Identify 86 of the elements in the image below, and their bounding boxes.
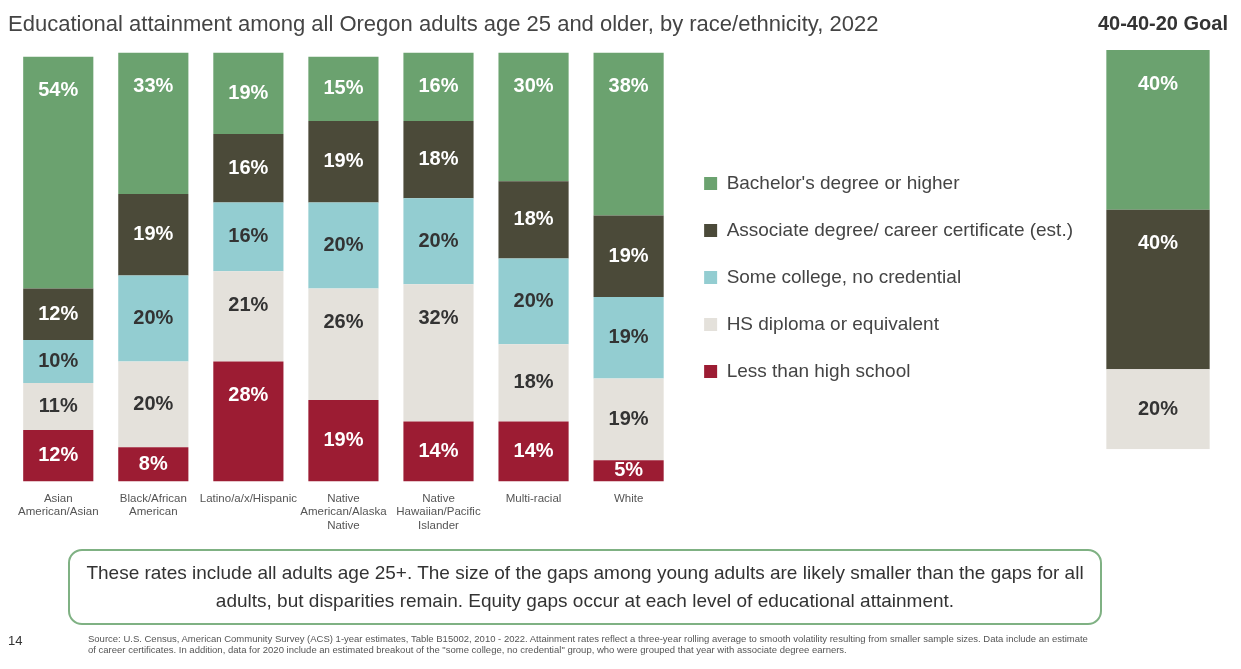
data-label: 18% <box>418 147 459 170</box>
bar <box>118 194 189 276</box>
bar <box>308 56 379 122</box>
data-label: 14% <box>513 439 554 462</box>
bar <box>308 121 379 203</box>
data-label: 40% <box>1137 71 1179 94</box>
bar <box>403 198 474 285</box>
bar <box>498 181 569 259</box>
data-label: 12% <box>38 301 79 324</box>
bar <box>498 52 569 182</box>
data-label: 32% <box>418 305 459 328</box>
data-label: 19% <box>323 428 364 451</box>
data-label: 19% <box>608 243 649 266</box>
data-label: 19% <box>133 222 174 245</box>
bar <box>403 421 474 482</box>
data-label: 20% <box>133 391 174 414</box>
bar <box>498 344 569 422</box>
bar <box>118 275 189 362</box>
bar <box>403 121 474 199</box>
bar <box>118 52 189 195</box>
x-tick-label: Black/African American <box>119 491 187 518</box>
data-label: 26% <box>323 309 364 332</box>
data-label: 28% <box>228 382 269 405</box>
bar <box>498 258 569 345</box>
legend-label: Associate degree/ career certificate (est.) <box>726 218 1074 240</box>
legend-label: HS diploma or equivalent <box>726 312 940 334</box>
source-note: Source: U.S. Census, American Community Survey (ACS) 1-year estimates, Table B15002, 2010 - 2022. Attainment rates reflect a three-year rolling average to smooth volatility resulting from smaller sample sizes. Data include an estimate of career certificates. In addition, data for 2020 include an estimated breakout of the "some college, no credential" group, who were grouped that year with associate degree earners. <box>88 633 1088 655</box>
legend-label: Less than high school <box>726 359 911 381</box>
x-tick-label: Latino/a/x/Hispanic <box>199 491 298 504</box>
data-label: 15% <box>323 76 364 99</box>
bar <box>593 378 664 461</box>
data-label: 40% <box>1137 231 1179 254</box>
data-label: 20% <box>418 228 459 251</box>
data-label: 20% <box>1137 396 1179 419</box>
bar <box>308 202 379 289</box>
legend-label: Some college, no credential <box>726 265 962 287</box>
data-label: 19% <box>608 325 649 348</box>
bar <box>213 52 284 134</box>
bar <box>23 382 94 431</box>
bar <box>593 215 664 298</box>
bar <box>308 400 379 482</box>
bar <box>213 271 284 362</box>
data-label: 18% <box>513 370 554 393</box>
data-label: 30% <box>513 73 554 96</box>
data-label: 20% <box>513 288 554 311</box>
bar <box>308 288 379 401</box>
bar <box>593 52 664 216</box>
bar <box>23 56 94 289</box>
data-label: 20% <box>133 306 174 329</box>
bar <box>498 421 569 482</box>
data-label: 16% <box>228 155 269 178</box>
data-label: 5% <box>614 458 644 481</box>
x-tick-label: White <box>613 491 644 504</box>
bar <box>118 361 189 448</box>
data-label: 8% <box>138 451 168 474</box>
data-label: 19% <box>608 406 649 429</box>
data-label: 12% <box>38 443 79 466</box>
data-label: 21% <box>228 292 269 315</box>
x-tick-label: Asian American/Asian <box>17 491 99 518</box>
bar <box>23 288 94 340</box>
data-label: 38% <box>608 73 649 96</box>
data-label: 33% <box>133 73 174 96</box>
data-label: 11% <box>38 394 78 417</box>
data-label: 14% <box>418 439 459 462</box>
bar <box>403 284 474 422</box>
chart-title: 40-40-20 Goal <box>1097 11 1228 34</box>
legend-label: Bachelor's degree or higher <box>726 171 961 193</box>
x-tick-label: Native American/Alaska Native <box>300 491 388 532</box>
bar <box>593 297 664 379</box>
bar <box>403 52 474 122</box>
bar <box>213 361 284 482</box>
bar <box>213 133 284 203</box>
data-label: 16% <box>228 224 269 247</box>
data-label: 18% <box>513 207 554 230</box>
text: 14 <box>8 633 24 650</box>
data-label: 19% <box>323 149 364 172</box>
x-tick-label: Native Hawaiian/Pacific Islander <box>396 491 481 532</box>
data-label: 10% <box>38 348 79 371</box>
bar <box>213 202 284 272</box>
data-label: 54% <box>38 78 79 101</box>
x-tick-label: Multi-racial <box>505 491 562 504</box>
data-label: 19% <box>228 80 269 103</box>
data-label: 16% <box>418 74 459 97</box>
chart-title: Educational attainment among all Oregon adults age 25 and older, by race/ethnicity, 2022 <box>8 11 879 37</box>
data-label: 20% <box>323 233 364 256</box>
text: These rates include all adults age 25+. The size of the gaps among young adults are likely smaller than the gaps for all adults, but disparities remain. Equity gaps occur at each level of educational attainment. <box>68 549 1102 625</box>
